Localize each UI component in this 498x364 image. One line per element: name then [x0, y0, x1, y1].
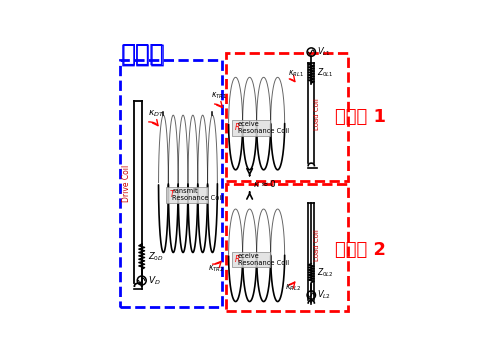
Text: $\kappa_{DT}$: $\kappa_{DT}$: [148, 108, 165, 119]
FancyBboxPatch shape: [226, 184, 348, 311]
Text: eceive
Resonance Coil: eceive Resonance Coil: [238, 253, 289, 266]
Text: $\kappa_{TR2}$: $\kappa_{TR2}$: [208, 263, 224, 274]
Text: eceive
Resonance Coil: eceive Resonance Coil: [238, 121, 289, 134]
Text: 송신부: 송신부: [122, 41, 164, 66]
Text: Load Coil: Load Coil: [314, 99, 320, 130]
Text: $\kappa\approx 0$: $\kappa\approx 0$: [253, 178, 276, 189]
Text: $\kappa_{RL1}$: $\kappa_{RL1}$: [288, 68, 304, 79]
Text: T: T: [169, 190, 174, 199]
Text: $V_{L1}$: $V_{L1}$: [317, 46, 331, 58]
Text: ransmit
Resonance Coil: ransmit Resonance Coil: [172, 188, 223, 201]
FancyBboxPatch shape: [232, 252, 270, 267]
Text: $Z_{0L1}$: $Z_{0L1}$: [317, 67, 334, 79]
Text: $\kappa_{RL2}$: $\kappa_{RL2}$: [285, 282, 301, 293]
FancyBboxPatch shape: [166, 187, 209, 203]
Text: $V_D$: $V_D$: [148, 274, 161, 287]
Text: $V_{L2}$: $V_{L2}$: [317, 289, 331, 301]
Text: 송신부: 송신부: [121, 43, 166, 67]
FancyBboxPatch shape: [232, 120, 270, 136]
Text: $Z_{0D}$: $Z_{0D}$: [148, 250, 164, 263]
Text: R: R: [235, 255, 240, 264]
Text: 수신부 2: 수신부 2: [335, 241, 386, 259]
FancyBboxPatch shape: [120, 60, 223, 307]
Text: R: R: [235, 123, 240, 132]
Text: $Z_{0L2}$: $Z_{0L2}$: [317, 267, 334, 279]
Text: Load Coil: Load Coil: [314, 229, 320, 261]
FancyBboxPatch shape: [226, 54, 348, 181]
Text: 수신부 1: 수신부 1: [335, 107, 386, 126]
Text: $\kappa_{TR1}$: $\kappa_{TR1}$: [211, 91, 227, 101]
Text: Drive Coil: Drive Coil: [122, 165, 131, 202]
